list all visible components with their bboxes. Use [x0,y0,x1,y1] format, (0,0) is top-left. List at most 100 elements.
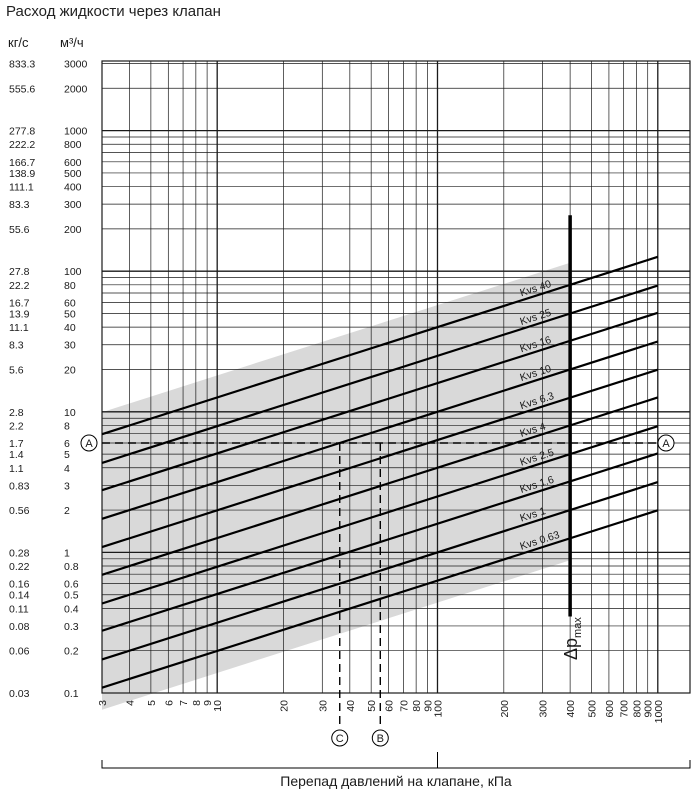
x-tick-label: 6 [163,700,175,706]
chart-title: Расход жидкости через клапан [6,3,221,20]
x-tick-label: 400 [565,700,577,718]
y-tick-volume: 400 [64,182,82,194]
x-tick-label: 800 [631,700,643,718]
kvs-line [101,452,659,632]
y-tick-mass: 1.7 [9,438,24,450]
y-tick-mass: 55.6 [9,224,30,236]
y-tick-mass: 111.1 [9,182,34,194]
x-tick-label: 5 [146,700,158,706]
x-tick-label: 600 [604,700,616,718]
point-a-right-label-circle [657,434,675,452]
x-tick-label: 40 [345,700,357,712]
x-tick-label: 30 [317,700,329,712]
y-tick-mass: 222.2 [9,139,35,151]
y-tick-volume: 30 [64,340,76,352]
x-axis-title: Перепад давлений на клапане, кПа [280,773,512,789]
kvs-line [101,284,659,464]
point-c-label-circle [331,729,349,747]
y-tick-volume: 0.5 [64,590,79,602]
y-tick-volume: 0.2 [64,646,79,658]
kvs-line [101,509,659,689]
y-tick-mass: 83.3 [9,199,30,211]
y-tick-volume: 4 [64,463,70,475]
point-b-label: B [377,733,384,745]
y-tick-volume: 500 [64,168,82,180]
x-tick-label: 20 [279,700,291,712]
x-tick-label: 200 [499,700,511,718]
dp-max-label: Δpmax [561,617,584,660]
y-tick-volume: 1 [64,547,70,559]
y-axis-title-volume: м³/ч [60,35,84,50]
y-tick-volume: 40 [64,322,76,334]
y-tick-mass: 0.28 [9,547,30,559]
x-axis-bracket [101,760,691,769]
y-tick-volume: 800 [64,139,82,151]
y-tick-volume: 100 [64,266,82,278]
kvs-line [101,481,659,661]
y-tick-mass: 1.4 [9,449,24,461]
point-b-label-circle [371,729,389,747]
y-tick-mass: 0.83 [9,480,30,492]
y-tick-mass: 8.3 [9,340,24,352]
x-tick-label: 100 [433,700,445,718]
x-tick-label: 7 [178,700,190,706]
y-tick-volume: 60 [64,297,76,309]
y-tick-volume: 50 [64,309,76,321]
y-tick-mass: 0.22 [9,561,30,573]
x-tick-label: 500 [587,700,599,718]
y-tick-mass: 11.1 [9,322,29,334]
x-tick-label: 700 [619,700,631,718]
x-tick-label: 300 [538,700,550,718]
y-tick-mass: 166.7 [9,157,35,169]
y-tick-volume: 10 [64,407,76,419]
y-tick-mass: 277.8 [9,126,35,138]
y-tick-volume: 600 [64,157,82,169]
y-tick-volume: 6 [64,438,70,450]
y-tick-mass: 0.11 [9,603,29,615]
x-tick-label: 4 [125,700,137,706]
y-tick-volume: 0.1 [64,688,79,700]
point-a-left-label-circle [80,434,98,452]
point-a-right-label: A [662,438,670,450]
y-tick-mass: 0.56 [9,505,30,517]
y-tick-mass: 13.9 [9,309,30,321]
y-tick-mass: 22.2 [9,280,30,292]
y-tick-mass: 555.6 [9,83,35,95]
y-tick-mass: 138.9 [9,168,35,180]
x-tick-label: 9 [202,700,214,706]
y-tick-volume: 1000 [64,126,88,138]
x-tick-label: 50 [366,700,378,712]
x-tick-label: 8 [191,700,203,706]
y-tick-mass: 2.2 [9,420,24,432]
x-tick-label: 10 [212,700,224,712]
y-tick-volume: 300 [64,199,82,211]
y-tick-mass: 0.06 [9,646,30,658]
x-tick-label: 1000 [653,700,665,724]
y-tick-mass: 0.16 [9,579,30,591]
y-tick-mass: 5.6 [9,364,24,376]
y-tick-volume: 200 [64,224,82,236]
x-tick-label: 80 [411,700,423,712]
x-tick-label: 90 [422,700,434,712]
point-c-label: C [336,733,344,745]
y-tick-mass: 16.7 [9,297,30,309]
x-tick-label: 3 [97,700,109,706]
y-tick-mass: 2.8 [9,407,24,419]
y-tick-volume: 0.8 [64,561,79,573]
kvs-line [101,255,659,436]
y-tick-mass: 27.8 [9,266,30,278]
point-a-left-label: A [85,438,93,450]
x-tick-label: 70 [398,700,410,712]
y-tick-volume: 3000 [64,59,88,71]
plot-frame [101,60,691,694]
x-tick-label: 60 [384,700,396,712]
y-tick-volume: 2 [64,505,70,517]
y-tick-mass: 833.3 [9,59,35,71]
y-axis-title-mass: кг/с [8,35,29,50]
y-tick-mass: 1.1 [9,463,24,475]
y-tick-volume: 2000 [64,83,88,95]
y-tick-volume: 3 [64,480,70,492]
shaded-operating-band [102,262,571,710]
y-tick-volume: 20 [64,364,76,376]
